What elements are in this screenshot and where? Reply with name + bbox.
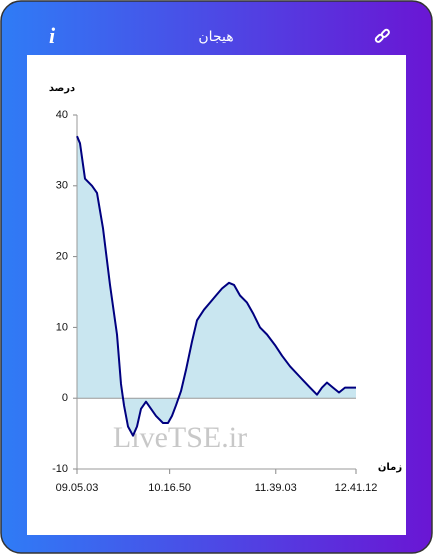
- y-tick-label: 20: [56, 251, 68, 263]
- header-title: هیجان: [198, 29, 233, 45]
- area-fill: [77, 136, 356, 436]
- x-tick-label: 09.05.03: [56, 482, 99, 494]
- x-tick-label: 12.41.12: [335, 482, 378, 494]
- line: [76, 135, 356, 437]
- x-tick-label: 10.16.50: [148, 482, 191, 494]
- y-tick-label: 30: [56, 180, 68, 192]
- y-tick-label: 40: [56, 109, 68, 121]
- link-icon[interactable]: [374, 28, 390, 43]
- y-axis-label: درصد: [49, 83, 75, 94]
- y-tick-label: 0: [62, 392, 68, 404]
- y-tick-label: -10: [52, 463, 68, 475]
- info-icon[interactable]: i: [49, 23, 56, 48]
- x-tick-label: 11.39.03: [255, 482, 297, 494]
- x-axis-label: زمان: [378, 462, 402, 473]
- y-tick-label: 10: [56, 321, 68, 333]
